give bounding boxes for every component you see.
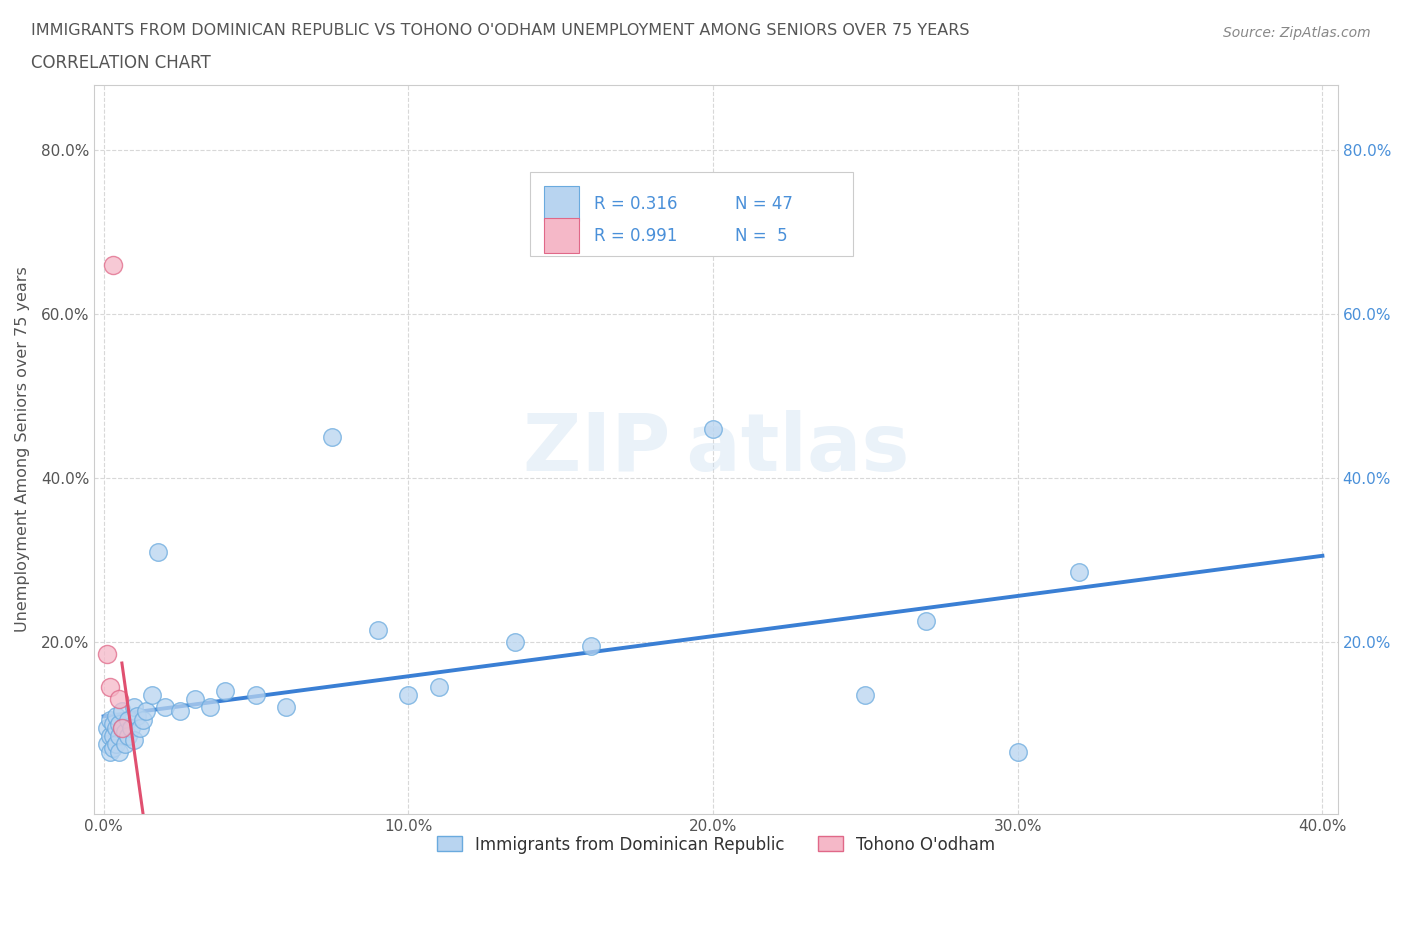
Point — [101, 716, 124, 731]
Point — [98, 680, 121, 695]
Point — [108, 716, 131, 731]
Point — [367, 622, 389, 637]
Point — [114, 737, 136, 751]
Text: CORRELATION CHART: CORRELATION CHART — [31, 54, 211, 72]
Point — [117, 712, 139, 727]
Point — [108, 692, 131, 707]
Legend: Immigrants from Dominican Republic, Tohono O'odham: Immigrants from Dominican Republic, Toho… — [430, 829, 1002, 860]
Point — [111, 721, 134, 736]
Point — [101, 741, 124, 756]
Point — [114, 724, 136, 739]
Y-axis label: Unemployment Among Seniors over 75 years: Unemployment Among Seniors over 75 years — [15, 266, 30, 632]
FancyBboxPatch shape — [530, 172, 853, 256]
Point — [915, 614, 938, 629]
Point — [101, 258, 124, 272]
Point — [96, 721, 118, 736]
Point — [104, 737, 127, 751]
Point — [321, 430, 343, 445]
Point — [141, 687, 163, 702]
Point — [396, 687, 419, 702]
Point — [132, 712, 155, 727]
Point — [98, 728, 121, 743]
Point — [853, 687, 876, 702]
Point — [120, 721, 142, 736]
Text: Source: ZipAtlas.com: Source: ZipAtlas.com — [1223, 26, 1371, 40]
Text: IMMIGRANTS FROM DOMINICAN REPUBLIC VS TOHONO O'ODHAM UNEMPLOYMENT AMONG SENIORS : IMMIGRANTS FROM DOMINICAN REPUBLIC VS TO… — [31, 23, 969, 38]
Point — [122, 700, 145, 715]
Point — [1067, 565, 1090, 579]
Point — [135, 704, 157, 719]
Text: N = 47: N = 47 — [735, 194, 793, 213]
Point — [104, 721, 127, 736]
Point — [129, 721, 152, 736]
Text: R = 0.991: R = 0.991 — [595, 227, 678, 245]
Point — [101, 728, 124, 743]
Point — [108, 728, 131, 743]
Point — [245, 687, 267, 702]
Point — [200, 700, 222, 715]
Point — [1007, 745, 1029, 760]
Point — [96, 737, 118, 751]
Bar — [544, 186, 579, 221]
Point — [98, 712, 121, 727]
Point — [122, 733, 145, 748]
Point — [148, 544, 170, 559]
Point — [153, 700, 176, 715]
Point — [276, 700, 298, 715]
Bar — [544, 219, 579, 253]
Text: ZIP atlas: ZIP atlas — [523, 410, 910, 488]
Point — [169, 704, 191, 719]
Point — [579, 639, 602, 654]
Point — [98, 745, 121, 760]
Point — [104, 708, 127, 723]
Text: R = 0.316: R = 0.316 — [595, 194, 678, 213]
Point — [111, 704, 134, 719]
Point — [111, 721, 134, 736]
Point — [427, 680, 450, 695]
Point — [184, 692, 207, 707]
Point — [503, 634, 526, 649]
Text: N =  5: N = 5 — [735, 227, 787, 245]
Point — [127, 708, 149, 723]
Point — [108, 745, 131, 760]
Point — [117, 728, 139, 743]
Point — [214, 684, 236, 698]
Point — [96, 646, 118, 661]
Point — [702, 421, 724, 436]
